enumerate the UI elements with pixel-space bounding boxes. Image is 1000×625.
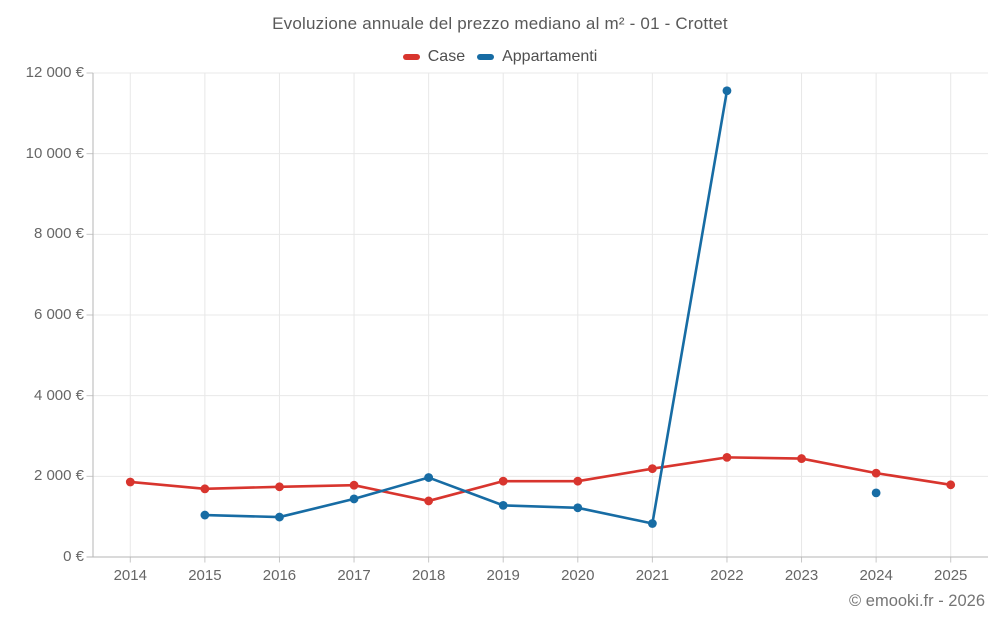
data-point-appartamenti-2021 [647, 519, 657, 528]
y-tick-label: 4 000 € [33, 386, 84, 404]
data-point-case-2019 [498, 476, 508, 486]
data-point-appartamenti-2017 [349, 494, 359, 504]
series-line-case [128, 456, 953, 503]
legend-swatch-appartamenti [477, 54, 495, 60]
x-tick-label: 2023 [784, 567, 819, 584]
data-point-case-2014 [125, 477, 135, 487]
legend-item-case[interactable]: Case [402, 48, 466, 66]
x-tick-label: 2021 [635, 567, 670, 584]
data-point-case-2025 [946, 480, 956, 490]
data-point-appartamenti-2022 [722, 86, 732, 96]
data-point-case-2017 [349, 480, 359, 490]
data-point-case-2024 [871, 468, 881, 478]
x-tick-label: 2025 [934, 567, 968, 584]
data-point-case-2021 [647, 464, 657, 474]
data-point-appartamenti-2018 [424, 473, 434, 482]
y-tick-label: 0 € [63, 548, 84, 565]
series-line-appartamenti [203, 89, 729, 525]
y-tick-label: 2 000 € [33, 467, 84, 485]
data-point-case-2020 [573, 476, 583, 486]
x-tick-label: 2014 [113, 567, 147, 584]
x-tick-label: 2022 [710, 567, 744, 584]
chart-legend: Case Appartamenti [0, 47, 1000, 67]
y-tick-label: 6 000 € [33, 306, 84, 323]
x-tick-label: 2020 [561, 567, 595, 584]
y-tick-label: 8 000 € [33, 225, 84, 243]
legend-swatch-case [402, 54, 420, 60]
data-point-case-2015 [200, 484, 210, 494]
data-point-case-2023 [797, 454, 806, 463]
x-tick-label: 2019 [486, 567, 520, 584]
data-point-appartamenti-2016 [275, 512, 284, 522]
y-tick-label: 12 000 € [25, 64, 84, 81]
data-point-appartamenti-2019 [498, 500, 508, 510]
legend-label: Case [427, 48, 466, 65]
chart-title: Evoluzione annuale del prezzo mediano al… [272, 14, 728, 33]
data-point-case-2022 [722, 452, 732, 462]
data-point-case-2016 [275, 482, 284, 492]
x-tick-label: 2017 [337, 567, 371, 584]
x-tick-label: 2018 [411, 567, 446, 584]
y-tick-label: 10 000 € [25, 144, 84, 162]
x-tick-label: 2024 [859, 567, 893, 584]
data-point-appartamenti-2024 [871, 488, 881, 498]
data-point-appartamenti-2020 [573, 503, 583, 513]
x-tick-label: 2016 [262, 567, 297, 584]
legend-item-appartamenti[interactable]: Appartamenti [477, 48, 597, 66]
data-point-case-2018 [424, 496, 434, 506]
x-tick-label: 2015 [188, 567, 222, 584]
chart-footer-credit: © emooki.fr - 2026 [849, 592, 985, 610]
data-point-appartamenti-2015 [200, 510, 210, 520]
legend-label: Appartamenti [502, 48, 598, 65]
